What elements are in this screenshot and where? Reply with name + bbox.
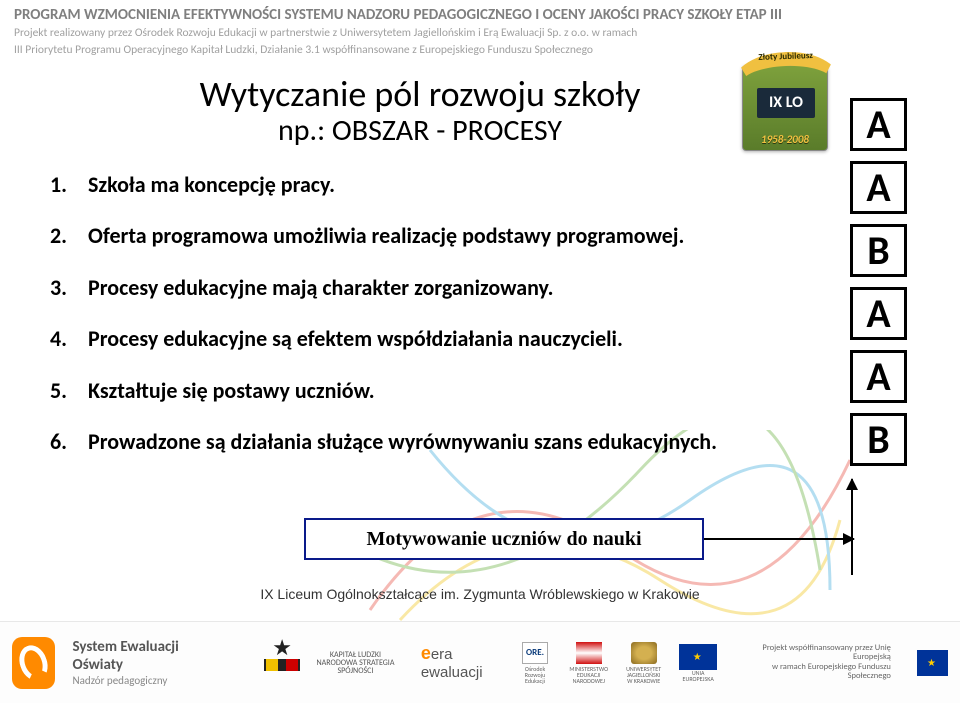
eu-flag-small: UNIA EUROPEJSKA [679,641,717,685]
grade-box: B [850,413,907,466]
grade-box: B [850,224,907,277]
era-ewaluacji-logo: eera ewaluacji [421,643,501,682]
grades-column: A A B A A B [850,98,920,476]
item-text: Oferta programowa umożliwia realizację p… [88,222,930,250]
kapital-ludzki-logo: ★ [264,639,300,687]
eu-funding-text: Projekt współfinansowany przez Unię Euro… [753,644,891,681]
seo-line1: System Ewaluacji Oświaty [73,638,204,674]
seo-logo-icon [12,637,55,689]
item-number: 2. [50,222,88,250]
item-text: Kształtuje się postawy uczniów. [88,377,930,405]
grade-box: A [850,287,907,340]
arrow-horizontal [704,538,854,540]
footer-logos-bar: System Ewaluacji Oświaty Nadzór pedagogi… [0,621,960,703]
ore-logo: Ośrodek Rozwoju Edukacji [519,641,552,685]
slide-subtitle: np.: OBSZAR - PROCESY [110,112,730,149]
criteria-list: 1. Szkoła ma koncepcję pracy. 2. Oferta … [50,171,930,456]
list-item: 6. Prowadzone są działania służące wyrów… [50,428,930,456]
slide-content: Wytyczanie pól rozwoju szkoły np.: OBSZA… [0,62,960,456]
list-item: 3. Procesy edukacyjne mają charakter zor… [50,274,930,302]
list-item: 4. Procesy edukacyjne są efektem współdz… [50,325,930,353]
item-number: 3. [50,274,88,302]
slide-title: Wytyczanie pól rozwoju szkoły [110,72,730,116]
item-number: 4. [50,325,88,353]
men-logo: MINISTERSTWO EDUKACJI NARODOWEJ [569,641,608,685]
item-text: Procesy edukacyjne są efektem współdział… [88,325,930,353]
grade-box: A [850,98,907,151]
item-number: 1. [50,171,88,199]
item-text: Procesy edukacyjne mają charakter zorgan… [88,274,930,302]
seo-logo-text: System Ewaluacji Oświaty Nadzór pedagogi… [73,638,204,687]
list-item: 1. Szkoła ma koncepcję pracy. [50,171,930,199]
program-title: PROGRAM WZMOCNIENIA EFEKTYWNOŚCI SYSTEMU… [14,6,946,24]
grade-box: A [850,161,907,214]
item-text: Prowadzone są działania służące wyrównyw… [88,428,930,456]
callout-box: Motywowanie uczniów do nauki [304,518,704,560]
eu-flag-icon [917,650,948,676]
arrow-vertical [851,479,853,575]
school-name: IX Liceum Ogólnokształcące im. Zygmunta … [0,586,960,602]
seo-line2: Nadzór pedagogiczny [73,674,204,687]
list-item: 2. Oferta programowa umożliwia realizacj… [50,222,930,250]
grade-box: A [850,350,907,403]
uj-logo: UNIWERSYTET JAGIELLOŃSKI W KRAKOWIE [626,641,661,685]
list-item: 5. Kształtuje się postawy uczniów. [50,377,930,405]
item-text: Szkoła ma koncepcję pracy. [88,171,930,199]
program-sub-1: Projekt realizowany przez Ośrodek Rozwoj… [14,26,946,41]
kapital-ludzki-text: KAPITAŁ LUDZKINARODOWA STRATEGIA SPÓJNOŚ… [308,651,403,675]
item-number: 5. [50,377,88,405]
item-number: 6. [50,428,88,456]
